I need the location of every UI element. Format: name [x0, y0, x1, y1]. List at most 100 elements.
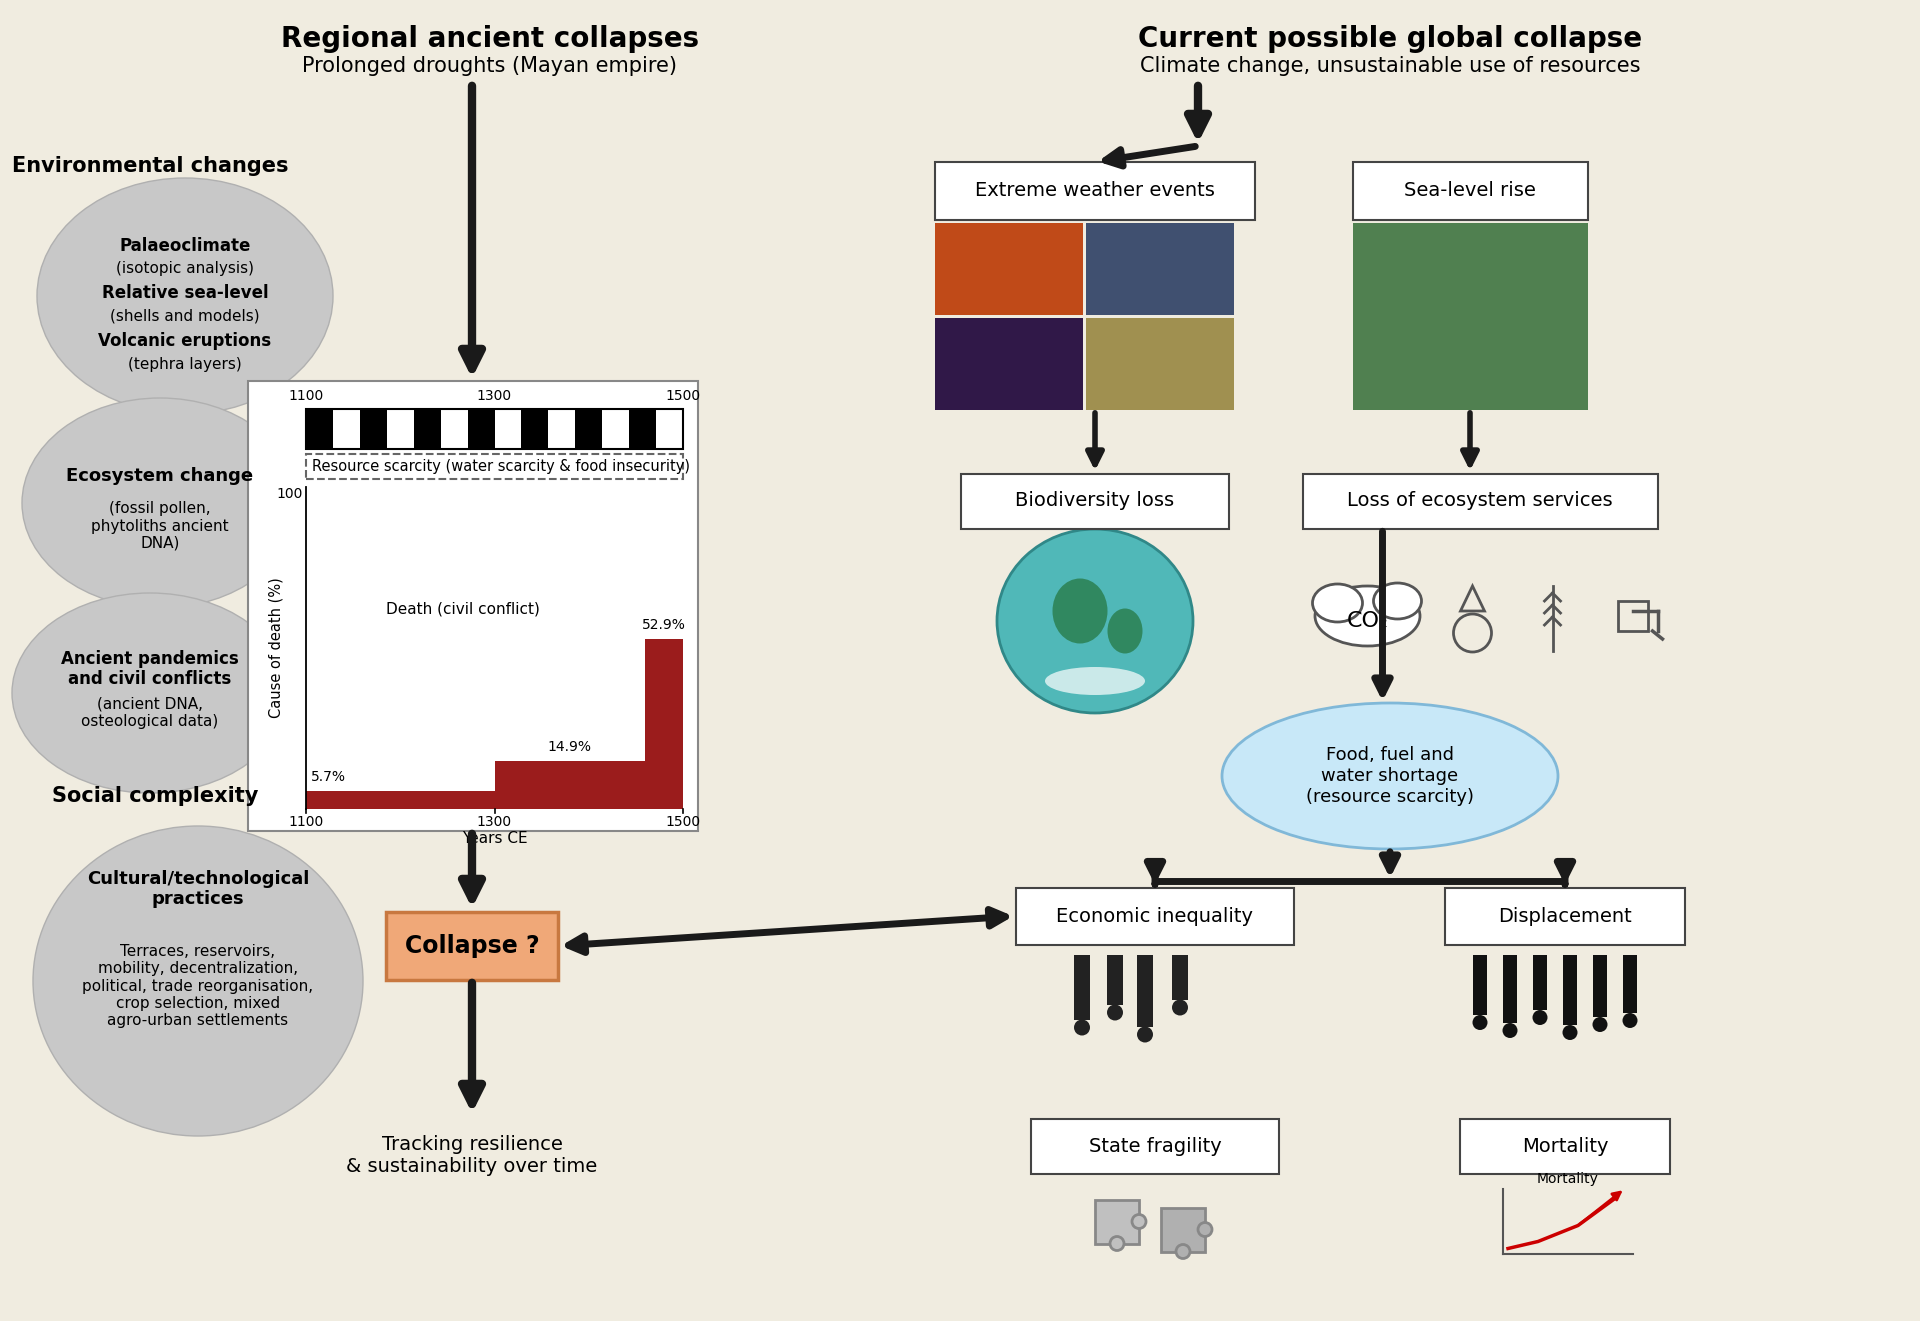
Bar — [1459, 1119, 1670, 1173]
Bar — [359, 410, 386, 449]
Text: (isotopic analysis): (isotopic analysis) — [115, 262, 253, 276]
Ellipse shape — [996, 528, 1192, 713]
Text: Palaeoclimate: Palaeoclimate — [119, 236, 252, 255]
Bar — [305, 454, 684, 480]
Ellipse shape — [1315, 587, 1421, 646]
Bar — [1446, 888, 1686, 945]
Ellipse shape — [1563, 1025, 1578, 1040]
Ellipse shape — [1171, 1000, 1188, 1016]
Text: Sea-level rise: Sea-level rise — [1404, 181, 1536, 201]
Ellipse shape — [1313, 584, 1363, 622]
Text: Cultural/technological
practices: Cultural/technological practices — [86, 869, 309, 909]
Ellipse shape — [1373, 583, 1421, 620]
Text: (shells and models): (shells and models) — [109, 309, 259, 324]
Bar — [1594, 955, 1607, 1016]
Bar — [248, 380, 699, 831]
Text: Relative sea-level: Relative sea-level — [102, 284, 269, 303]
Bar — [1162, 1207, 1206, 1251]
Text: Climate change, unsustainable use of resources: Climate change, unsustainable use of res… — [1140, 55, 1640, 77]
Ellipse shape — [21, 398, 298, 608]
Text: Volcanic eruptions: Volcanic eruptions — [98, 332, 271, 350]
Ellipse shape — [1175, 1244, 1190, 1259]
Ellipse shape — [1108, 609, 1142, 654]
Bar — [962, 473, 1229, 528]
Ellipse shape — [36, 178, 332, 413]
Text: State fragility: State fragility — [1089, 1136, 1221, 1156]
Text: Ancient pandemics
and civil conflicts: Ancient pandemics and civil conflicts — [61, 650, 238, 688]
Text: (fossil pollen,
phytoliths ancient
DNA): (fossil pollen, phytoliths ancient DNA) — [90, 501, 228, 551]
Text: 1100: 1100 — [288, 388, 324, 403]
Text: Loss of ecosystem services: Loss of ecosystem services — [1348, 491, 1613, 510]
Bar — [935, 223, 1083, 314]
Ellipse shape — [1110, 1236, 1123, 1251]
Text: Prolonged droughts (Mayan empire): Prolonged droughts (Mayan empire) — [303, 55, 678, 77]
Bar — [1087, 223, 1235, 314]
Text: 1500: 1500 — [666, 388, 701, 403]
Text: Death (civil conflict): Death (civil conflict) — [386, 602, 540, 617]
Bar — [1016, 888, 1294, 945]
Bar — [522, 410, 549, 449]
Text: 14.9%: 14.9% — [547, 740, 591, 754]
Text: Mortality: Mortality — [1523, 1136, 1609, 1156]
Bar — [1087, 318, 1235, 410]
Bar — [305, 410, 684, 449]
Text: (tephra layers): (tephra layers) — [129, 357, 242, 371]
Ellipse shape — [1622, 1013, 1638, 1028]
Bar — [1094, 1199, 1139, 1243]
Ellipse shape — [1198, 1222, 1212, 1236]
Bar — [413, 410, 442, 449]
Text: (ancient DNA,
osteological data): (ancient DNA, osteological data) — [81, 696, 219, 729]
Bar — [935, 162, 1256, 221]
Ellipse shape — [1503, 1022, 1517, 1038]
Text: 5.7%: 5.7% — [311, 770, 346, 783]
Text: 52.9%: 52.9% — [641, 618, 685, 631]
Bar — [442, 410, 468, 449]
Text: Economic inequality: Economic inequality — [1056, 906, 1254, 926]
Bar — [468, 410, 495, 449]
Text: 1100: 1100 — [288, 815, 324, 830]
Bar — [1503, 955, 1517, 1022]
Ellipse shape — [1221, 703, 1557, 849]
Bar — [1617, 601, 1647, 631]
Text: Current possible global collapse: Current possible global collapse — [1139, 25, 1642, 53]
Ellipse shape — [1473, 1015, 1488, 1030]
Ellipse shape — [1137, 1026, 1154, 1042]
Text: Terraces, reservoirs,
mobility, decentralization,
political, trade reorganisatio: Terraces, reservoirs, mobility, decentra… — [83, 943, 313, 1028]
Bar — [495, 410, 522, 449]
Ellipse shape — [33, 826, 363, 1136]
Bar — [1532, 955, 1548, 1009]
Bar — [332, 410, 359, 449]
Text: Tracking resilience
& sustainability over time: Tracking resilience & sustainability ove… — [346, 1136, 597, 1177]
Text: 100: 100 — [276, 487, 303, 501]
Ellipse shape — [1133, 1214, 1146, 1229]
Bar — [645, 638, 684, 808]
Text: Environmental changes: Environmental changes — [12, 156, 288, 176]
Ellipse shape — [1073, 1020, 1091, 1036]
Bar — [549, 410, 576, 449]
Bar — [1352, 162, 1588, 221]
Bar — [1302, 473, 1657, 528]
Text: Regional ancient collapses: Regional ancient collapses — [280, 25, 699, 53]
Text: Displacement: Displacement — [1498, 906, 1632, 926]
Text: Food, fuel and
water shortage
(resource scarcity): Food, fuel and water shortage (resource … — [1306, 746, 1475, 806]
Text: 1300: 1300 — [476, 815, 513, 830]
Ellipse shape — [1108, 1004, 1123, 1021]
Bar — [1073, 955, 1091, 1020]
Text: Biodiversity loss: Biodiversity loss — [1016, 491, 1175, 510]
Bar — [495, 761, 645, 808]
Text: Extreme weather events: Extreme weather events — [975, 181, 1215, 201]
Text: CO₂: CO₂ — [1346, 612, 1388, 631]
Bar — [1563, 955, 1576, 1025]
Ellipse shape — [1044, 667, 1144, 695]
Bar — [386, 410, 413, 449]
Text: Ecosystem change: Ecosystem change — [67, 468, 253, 485]
Text: Social complexity: Social complexity — [52, 786, 257, 806]
Bar — [1473, 955, 1486, 1015]
Bar — [1137, 955, 1154, 1026]
Bar — [603, 410, 630, 449]
Text: Collapse ?: Collapse ? — [405, 934, 540, 958]
Bar — [1031, 1119, 1279, 1173]
Bar — [576, 410, 603, 449]
Text: Years CE: Years CE — [461, 831, 528, 845]
Bar — [305, 791, 495, 808]
